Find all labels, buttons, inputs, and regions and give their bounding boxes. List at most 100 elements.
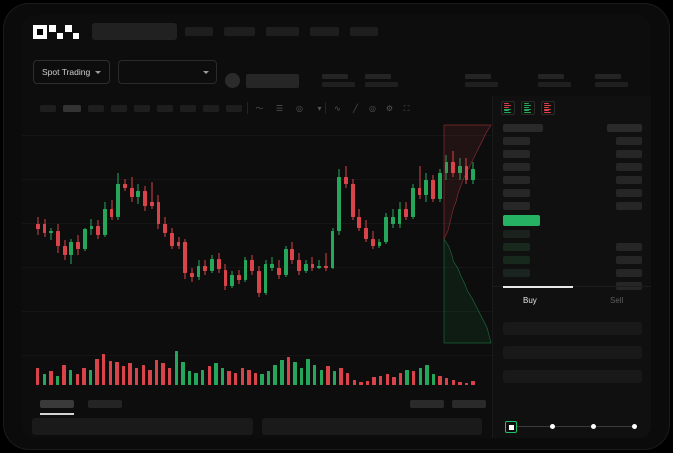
chart-type-icon[interactable]: ☰ (275, 104, 284, 113)
candle (156, 121, 161, 341)
volume-bar (121, 366, 126, 385)
candle (96, 121, 101, 341)
slider-dot-1[interactable] (590, 423, 596, 429)
candle (69, 121, 74, 341)
amount-percent-slider[interactable] (505, 421, 640, 433)
price-chart[interactable] (22, 121, 492, 393)
orderbook-mode-asks[interactable] (541, 101, 555, 115)
orderbook-bid-row[interactable] (503, 269, 530, 277)
mode-line (503, 105, 512, 106)
logo-block-x (65, 25, 79, 39)
orderbook-bid-row[interactable] (503, 243, 530, 251)
bottom-action-2[interactable] (452, 400, 486, 408)
top-navigation-bar (22, 15, 651, 48)
volume-bar (101, 354, 106, 385)
nav-item-4[interactable] (310, 27, 339, 36)
fullscreen-icon[interactable]: ⛶ (403, 103, 410, 113)
search-input[interactable] (92, 23, 177, 40)
depth-chart-overlay (443, 124, 492, 344)
timeframe-3[interactable] (88, 105, 104, 112)
timeframe-1[interactable] (40, 105, 56, 112)
slider-dot-2[interactable] (632, 423, 637, 429)
depth-bid-area (443, 237, 492, 344)
orderbook-ask-row[interactable] (503, 163, 530, 171)
timeframe-4[interactable] (111, 105, 127, 112)
volume-bar (75, 374, 79, 385)
candle (62, 121, 67, 341)
dropdown-icon[interactable]: ▾ (317, 104, 322, 113)
orderbook-bid-row[interactable] (503, 230, 530, 238)
timeframe-7[interactable] (180, 105, 196, 112)
orderbook-ask-row[interactable] (503, 189, 530, 197)
orderbook-ask-row[interactable] (503, 150, 530, 158)
indicators-icon[interactable]: 〜 (255, 104, 264, 113)
mode-line (503, 110, 509, 111)
mode-line (543, 110, 549, 111)
candle-body (437, 173, 442, 199)
candle-body (243, 260, 248, 281)
chevron-down-icon (95, 70, 102, 74)
volume-bar (319, 369, 324, 385)
volume-bar (134, 368, 139, 385)
order-price-field[interactable] (503, 322, 642, 335)
candle (437, 121, 442, 341)
trading-pair-selector[interactable] (118, 60, 217, 84)
orderbook-ask-row[interactable] (503, 176, 530, 184)
timeframe-5[interactable] (134, 105, 150, 112)
settings-icon[interactable]: ⚙ (385, 104, 394, 113)
timeframe-2[interactable] (63, 105, 81, 112)
alert-icon[interactable]: ◎ (369, 104, 376, 113)
stat-value (538, 82, 571, 87)
line-chart-icon[interactable]: ∿ (334, 104, 341, 113)
tab-sell[interactable]: Sell (610, 296, 624, 305)
volume-bar (174, 351, 178, 385)
drawing-tool-icon[interactable]: ╱ (353, 104, 358, 113)
candle (390, 121, 395, 341)
candle (136, 121, 141, 341)
compare-icon[interactable]: ◎ (296, 104, 303, 113)
slider-handle[interactable] (505, 421, 517, 433)
gridline-3 (22, 267, 492, 268)
timeframe-8[interactable] (203, 105, 219, 112)
candle (236, 121, 241, 341)
orderbook-ask-row[interactable] (503, 202, 530, 210)
nav-item-5[interactable] (350, 27, 378, 36)
order-amount-field[interactable] (503, 346, 642, 359)
volume-bar (240, 368, 244, 385)
volume-bar (273, 364, 277, 385)
nav-item-3[interactable] (266, 27, 299, 36)
candle-body (457, 165, 462, 174)
orderbook-ask-row[interactable] (503, 137, 530, 145)
candle-body (431, 180, 435, 199)
volume-bar (326, 366, 330, 385)
order-book[interactable] (493, 122, 651, 312)
mode-line (523, 106, 529, 108)
okx-logo[interactable] (33, 25, 81, 39)
orderbook-bid-row[interactable] (503, 256, 530, 264)
candle (397, 121, 402, 341)
tab-order-history[interactable] (88, 400, 122, 408)
candle (364, 121, 368, 341)
slider-dot-0[interactable] (550, 423, 556, 429)
mode-line (503, 108, 512, 110)
bottom-action-1[interactable] (410, 400, 444, 408)
candle-body (149, 202, 154, 206)
candle (451, 121, 455, 341)
nav-item-1[interactable] (185, 27, 213, 36)
candle-body (257, 271, 261, 294)
timeframe-9[interactable] (226, 105, 242, 112)
orderbook-ask-row[interactable] (503, 124, 543, 132)
tab-buy[interactable]: Buy (523, 296, 537, 305)
candle-body (263, 264, 268, 294)
orderbook-mode-bids[interactable] (521, 101, 535, 115)
timeframe-6[interactable] (157, 105, 173, 112)
chart-toolbar: 〜 ☰ ◎ ▾ ∿ ╱ ◎ ⚙ ⛶ (22, 96, 492, 122)
bottom-panels (22, 414, 492, 438)
trading-mode-selector[interactable]: Spot Trading (33, 60, 111, 84)
nav-item-2[interactable] (224, 27, 255, 36)
candle-body (223, 269, 228, 286)
order-total-field[interactable] (503, 370, 642, 383)
orderbook-mode-both[interactable] (501, 101, 515, 115)
candle-body (337, 176, 342, 232)
tab-open-orders[interactable] (40, 400, 74, 408)
